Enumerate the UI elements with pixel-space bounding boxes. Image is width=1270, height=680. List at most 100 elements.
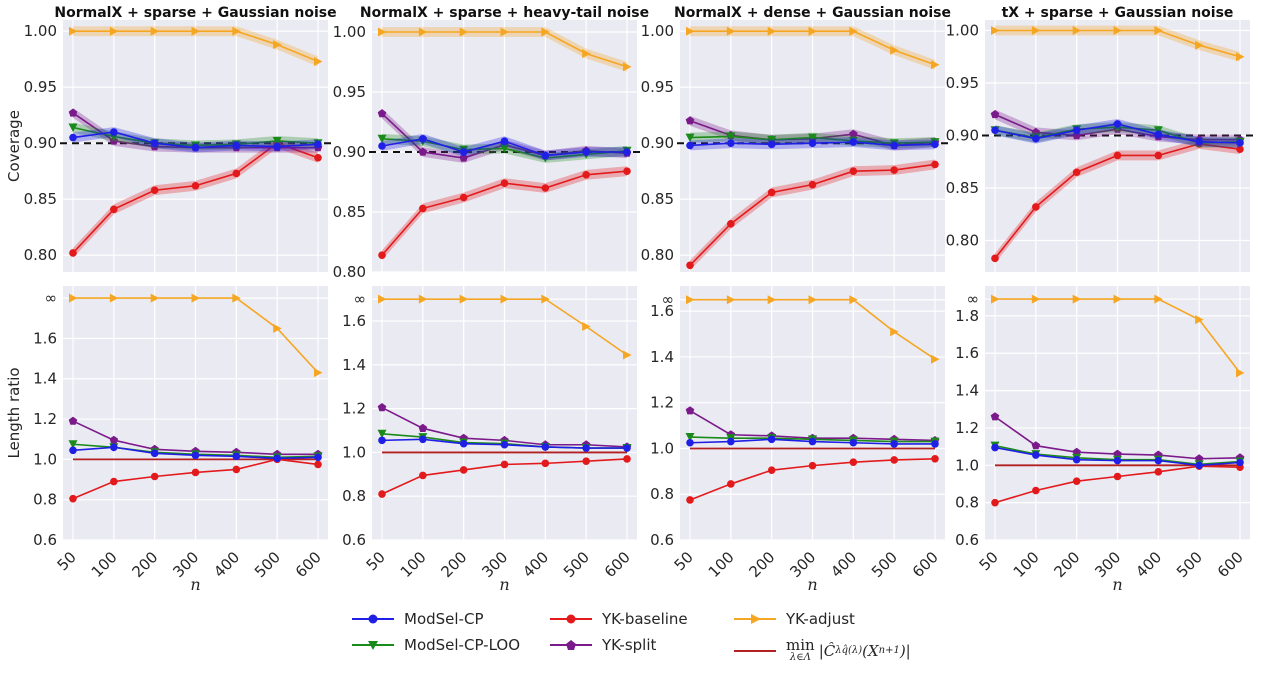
panel-3-coverage-modsel-point [767, 140, 776, 149]
panel-2-coverage-ykb-point [500, 179, 509, 187]
panel-2-ratio-ykb-point [500, 460, 509, 469]
panel-3-coverage-loo-point [767, 135, 777, 145]
panel-1-ratio-modsel-point [69, 446, 77, 455]
panel-4-ratio-yks-point [1031, 441, 1041, 450]
panel-4-ratio-yks-point [990, 412, 1000, 421]
legend-label-yk-adjust: YK-adjust [786, 610, 855, 628]
set-argument: (X [862, 641, 879, 660]
panel-3-ratio-yka-point [808, 295, 817, 305]
panel-1-ratio-ykb-point [232, 465, 241, 474]
panel-3-coverage-yka-point [767, 26, 777, 36]
panel-4-ratio-yks-point [1113, 449, 1122, 458]
panel-1-ratio-ytick: 1.6 [33, 329, 57, 347]
panel-2-ratio-yka-point [623, 350, 632, 360]
panel-3-ratio-ykb-point [686, 496, 694, 504]
panel-2-ratio-ytick: 1.4 [342, 356, 366, 374]
ratio-axis-label: Length ratio [5, 367, 23, 458]
panel-3-coverage-ykb-point [727, 220, 735, 228]
panel-3-coverage-loo-point [685, 133, 695, 143]
panel-4-coverage-ykb-point [1154, 151, 1163, 160]
panel-4-x-axis-label: n [1112, 575, 1122, 594]
legend: ModSel-CP ModSel-CP-LOO YK-baseline YK-s… [352, 610, 952, 678]
argument-subscript: n+1 [878, 645, 900, 656]
panel-2-coverage-ykb-point [378, 251, 386, 259]
min-operator: min λ∈Λ [786, 638, 815, 663]
panel-4-ratio-ykb-point [1113, 472, 1122, 481]
panel-3-x-axis-label: n [807, 575, 817, 594]
panel-4-coverage-ytick: 0.95 [946, 74, 979, 92]
panel-4-coverage-modsel-point [1154, 130, 1163, 139]
panel-3-ratio-ytick: 0.8 [650, 485, 674, 503]
panel-3-coverage-yka-point [890, 45, 899, 55]
panel-2-title: NormalX + sparse + heavy-tail noise [360, 5, 649, 21]
panel-3-coverage-ytick: 0.95 [641, 78, 674, 96]
panel-2-ratio-yks-point [377, 403, 387, 412]
panel-4-ratio-modsel-point [1032, 451, 1040, 459]
panel-3-coverage-ykb-point [849, 167, 858, 175]
panel-4-coverage-ykb-point [1113, 151, 1122, 160]
legend-swatch-yk-baseline [550, 614, 592, 624]
panel-2-ratio-modsel-point [582, 444, 590, 452]
panel-3-yka-confidence-band [690, 26, 935, 70]
panel-3-coverage-axes: 0.80 0.85 0.90 0.95 1.00 [641, 20, 948, 272]
panel-4-yka-confidence-band [995, 25, 1240, 62]
panel-4-coverage-ytick: 0.85 [946, 179, 979, 197]
panel-1-ratio-ytick: 1.2 [33, 410, 57, 428]
panel-1-ratio-ykb-point [110, 477, 118, 486]
panel-2-coverage-loo-point [377, 134, 387, 144]
panel-2-coverage-ykb-point [623, 167, 631, 175]
panel-4-title: tX + sparse + Gaussian noise [1002, 5, 1234, 21]
panel-3-coverage-loo-point [726, 132, 736, 141]
panel-3-coverage-yks-point [849, 129, 858, 138]
panel-3-coverage-ytick: 0.80 [641, 246, 674, 264]
panel-4-coverage-modsel-point [1195, 138, 1203, 146]
panel-4-xtick: 50 [976, 548, 1002, 574]
panel-4-ratio-modsel-point [1072, 455, 1081, 464]
panel-4-ratio-yka-point [991, 294, 1000, 304]
panel-2-x-axis-label: n [499, 575, 509, 594]
panel-2: NormalX + sparse + heavy-tail noise0.800… [333, 5, 649, 594]
panel-3-ratio-modsel-point [931, 440, 939, 448]
panel-4-ratio-series-modsel [991, 443, 1244, 470]
panel-2-ratio-series-ykb [378, 455, 631, 498]
panel-4-coverage-yks-point [990, 110, 1000, 119]
panel-1-ratio-series-modsel [69, 443, 322, 463]
panel-4-coverage-yka-point [1154, 26, 1163, 35]
panel-4-xtick: 200 [1051, 548, 1084, 581]
panel-4-coverage-ykb-point [1032, 203, 1040, 211]
panel-4-coverage-modsel-point [1113, 120, 1122, 128]
panel-4-coverage-yka-point [991, 26, 1000, 35]
panel-1-ratio-yks-point [109, 435, 119, 444]
panel-2-ratio-ykb-point [459, 466, 468, 474]
panel-3-xtick: 400 [827, 548, 860, 581]
panel-2-coverage-modsel-point [582, 148, 590, 156]
panel-4-ratio-ytick: 1.2 [955, 419, 979, 437]
panel-1-ratio-ytick: 1.0 [33, 450, 57, 468]
panel-3-coverage-ykb-point [767, 188, 776, 197]
panel-3-xtick: 50 [671, 548, 697, 574]
panel-2-coverage-yka-point [582, 49, 591, 59]
panel-2-coverage-ytick: 0.80 [333, 263, 366, 281]
panel-1-coverage-yka-point [150, 26, 160, 36]
panel-2-coverage-yks-point [377, 109, 387, 118]
panel-2-coverage-series-ykb [378, 166, 631, 261]
panel-1: NormalX + sparse + Gaussian noise0.800.8… [5, 5, 337, 594]
legend-label-yk-baseline: YK-baseline [602, 610, 688, 628]
panel-3-title: NormalX + dense + Gaussian noise [674, 5, 951, 21]
legend-label-modsel-cp: ModSel-CP [404, 610, 484, 628]
panel-4-coverage-ykb-point [1236, 145, 1244, 153]
legend-swatch-min-oracle [734, 649, 776, 652]
panel-1-x-axis-label: n [190, 575, 200, 594]
panel-1-xtick: 50 [54, 548, 80, 574]
panel-3-ratio-yka-point [890, 327, 899, 337]
panel-2-ratio-modsel-point [419, 435, 427, 444]
panel-3-coverage-modsel-point [931, 140, 939, 149]
panel-2-ratio-ykb-point [582, 457, 590, 465]
legend-item-yk-adjust: YK-adjust [734, 610, 855, 628]
panel-3-ratio-ykb-point [849, 458, 858, 466]
panel-2-coverage-series-yka [378, 27, 632, 72]
panel-2-ratio-modsel-point [459, 439, 468, 448]
panel-2-ratio-modsel-point [541, 443, 550, 451]
legend-swatch-yk-split [550, 640, 592, 650]
panel-3-ratio-modsel-point [808, 437, 817, 446]
